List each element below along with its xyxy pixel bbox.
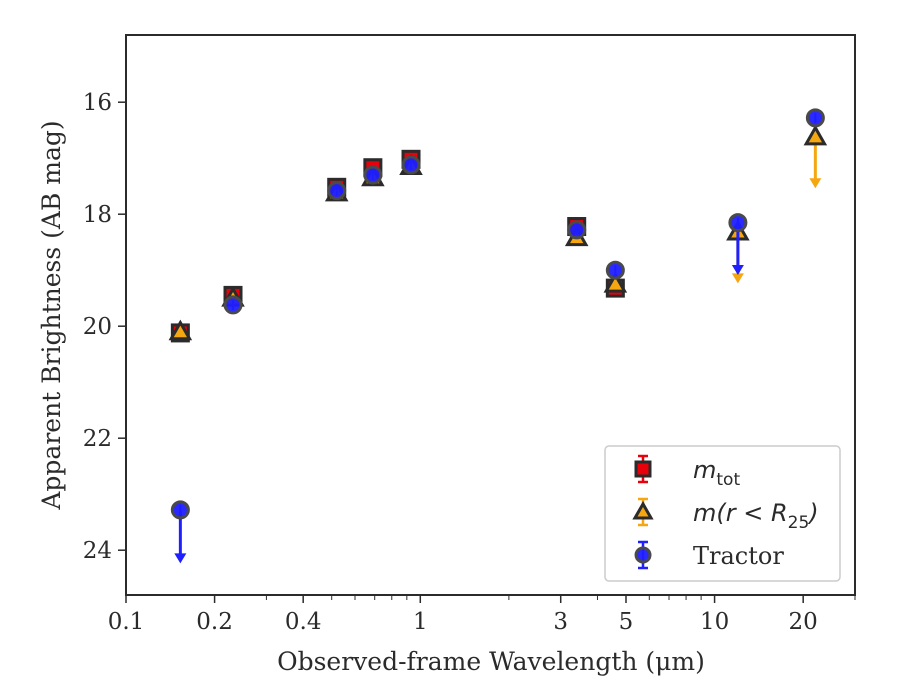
x-tick-label: 3 bbox=[553, 609, 568, 635]
data-point-circle bbox=[363, 165, 383, 185]
plot-frame bbox=[125, 34, 856, 596]
y-axis-label: Apparent Brightness (AB mag) bbox=[37, 120, 66, 510]
x-tick-label: 1 bbox=[413, 609, 428, 635]
series-circle bbox=[170, 108, 825, 564]
y-axis-ticks: 16 18 20 22 24 bbox=[83, 90, 126, 564]
data-point-circle bbox=[567, 220, 587, 240]
x-axis-label: Observed-frame Wavelength (μm) bbox=[277, 647, 705, 676]
y-tick-label: 18 bbox=[83, 202, 112, 228]
x-tick-label: 0.1 bbox=[108, 609, 145, 635]
x-tick-label: 10 bbox=[700, 609, 729, 635]
data-point-triangle bbox=[603, 271, 628, 293]
series-square bbox=[170, 149, 625, 343]
legend-marker-square bbox=[634, 460, 652, 478]
data-point-triangle bbox=[168, 319, 193, 341]
data-point-circle bbox=[170, 500, 190, 520]
x-tick-label: 20 bbox=[789, 609, 818, 635]
y-tick-label: 24 bbox=[83, 538, 112, 564]
data-point-triangle bbox=[803, 124, 828, 146]
legend-box bbox=[604, 445, 841, 582]
x-tick-label: 0.2 bbox=[196, 609, 233, 635]
axes-frame-group bbox=[125, 34, 856, 596]
legend-label: Tractor bbox=[693, 542, 784, 570]
data-point-circle bbox=[805, 108, 825, 128]
x-axis-ticks: 0.1 0.2 0.4 1 3 5 10 20 bbox=[108, 595, 856, 635]
upper-limit-arrow-head bbox=[731, 265, 744, 275]
data-point-circle bbox=[605, 260, 625, 280]
legend-marker-circle bbox=[634, 546, 652, 564]
upper-limit-arrow-head bbox=[809, 178, 822, 189]
data-point-circle bbox=[327, 181, 347, 201]
y-tick-label: 20 bbox=[83, 314, 112, 340]
data-marks bbox=[168, 108, 828, 564]
series-triangle bbox=[168, 124, 828, 341]
upper-limit-arrow-head bbox=[174, 553, 187, 564]
legend-label: mtot bbox=[693, 456, 740, 490]
y-tick-label: 22 bbox=[83, 426, 112, 452]
legend: mtot m(r < R25) Tractor bbox=[604, 445, 841, 582]
upper-limit-arrow-head bbox=[731, 273, 744, 284]
data-point-circle bbox=[223, 295, 243, 315]
data-point-circle bbox=[728, 213, 748, 233]
data-point-circle bbox=[401, 155, 421, 175]
x-tick-label: 5 bbox=[619, 609, 634, 635]
legend-marker-triangle bbox=[632, 500, 654, 520]
x-tick-label: 0.4 bbox=[285, 609, 322, 635]
y-tick-label: 16 bbox=[83, 90, 112, 116]
legend-label: m(r < R25) bbox=[693, 499, 819, 533]
